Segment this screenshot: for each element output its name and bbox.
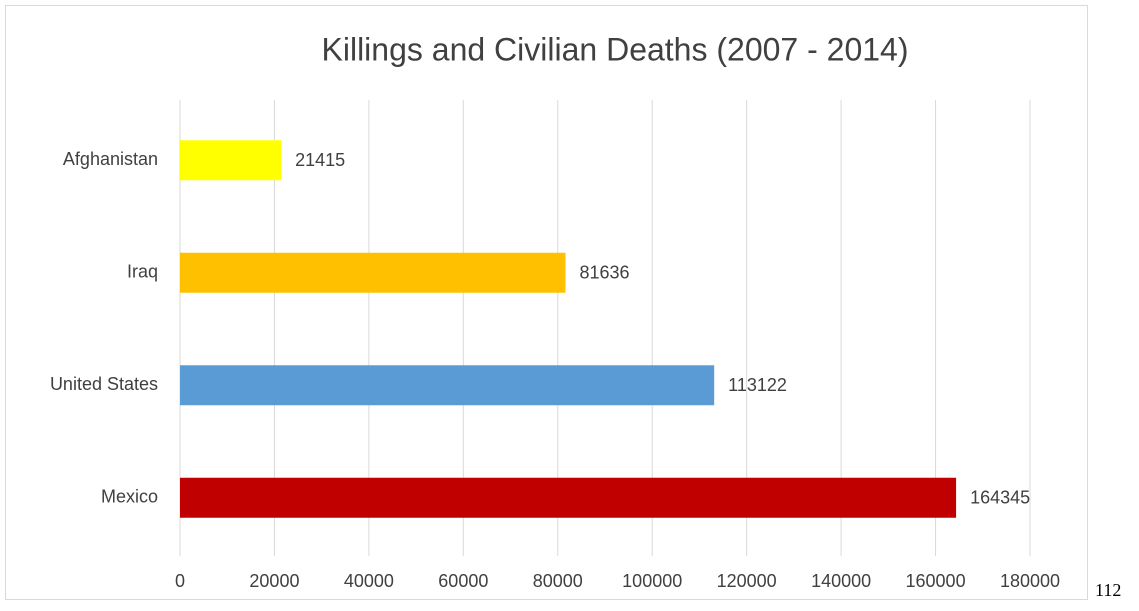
y-tick-label: United States bbox=[50, 374, 158, 394]
x-tick-label: 100000 bbox=[622, 571, 682, 591]
page-number: 112 bbox=[1095, 580, 1121, 600]
y-tick-label: Mexico bbox=[101, 487, 158, 507]
y-tick-label: Iraq bbox=[127, 262, 158, 282]
x-tick-label: 120000 bbox=[717, 571, 777, 591]
x-tick-label: 180000 bbox=[1000, 571, 1060, 591]
x-tick-label: 60000 bbox=[438, 571, 488, 591]
bar bbox=[180, 477, 957, 518]
x-tick-label: 20000 bbox=[249, 571, 299, 591]
x-tick-label: 80000 bbox=[533, 571, 583, 591]
data-label: 81636 bbox=[580, 263, 630, 283]
x-tick-label: 140000 bbox=[811, 571, 871, 591]
y-tick-label: Afghanistan bbox=[63, 149, 158, 169]
data-label: 164345 bbox=[970, 488, 1030, 508]
bar bbox=[180, 365, 715, 406]
chart-title: Killings and Civilian Deaths (2007 - 201… bbox=[322, 31, 909, 67]
data-label: 113122 bbox=[728, 375, 787, 395]
data-label: 21415 bbox=[295, 150, 345, 170]
x-tick-label: 0 bbox=[175, 571, 185, 591]
x-tick-label: 40000 bbox=[344, 571, 394, 591]
bar bbox=[180, 252, 566, 293]
x-tick-label: 160000 bbox=[906, 571, 966, 591]
bar bbox=[180, 140, 282, 181]
